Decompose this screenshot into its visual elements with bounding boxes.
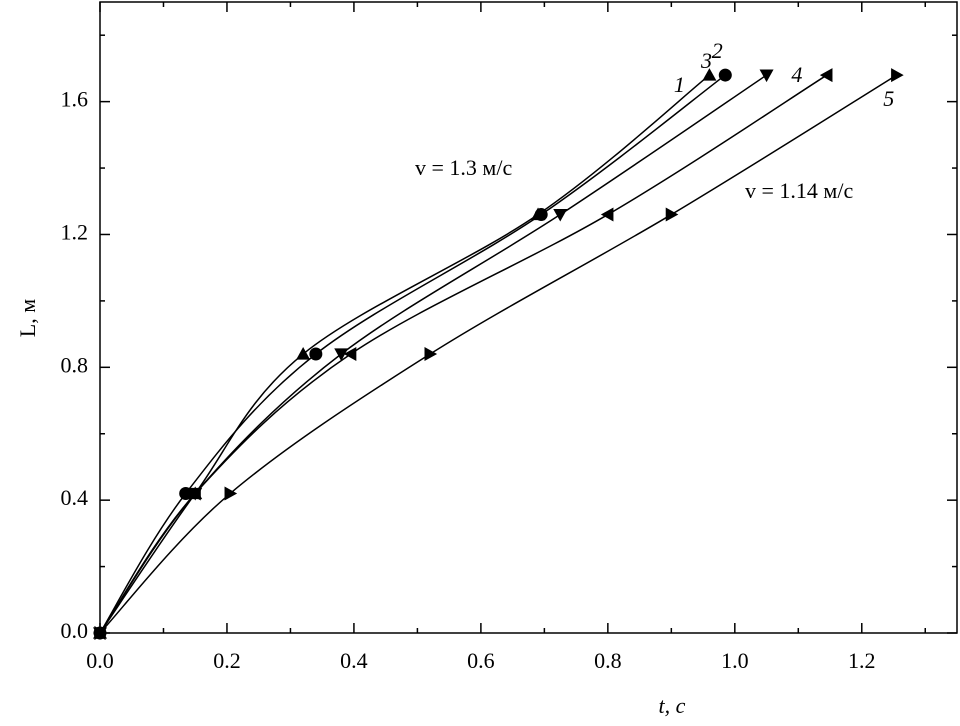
series-label: 2 (712, 38, 723, 63)
plot-frame (99, 1, 958, 634)
annotation: v = 1.3 м/с (415, 155, 512, 180)
x-tick-label: 0.2 (213, 648, 241, 673)
marker (665, 207, 679, 222)
x-axis-label: t, с (659, 693, 686, 718)
series-label: 1 (674, 72, 685, 97)
x-tick-label: 0.6 (467, 648, 495, 673)
marker (718, 68, 732, 82)
marker (334, 348, 349, 362)
series-line (99, 74, 710, 634)
y-tick-label: 0.0 (61, 618, 89, 643)
series-label: 3 (700, 48, 712, 73)
marker (309, 347, 323, 361)
series-line (99, 74, 726, 634)
marker (600, 207, 614, 222)
y-tick-label: 1.2 (61, 220, 89, 245)
marker (891, 68, 904, 83)
marker (553, 208, 568, 222)
y-tick-label: 0.8 (61, 352, 89, 377)
marker (296, 347, 311, 360)
x-tick-label: 0.4 (340, 648, 368, 673)
marker (224, 486, 238, 501)
marker (759, 69, 774, 83)
y-tick-label: 0.4 (61, 485, 89, 510)
marker (702, 68, 717, 81)
x-tick-label: 0.8 (594, 648, 622, 673)
marker (819, 68, 833, 83)
marker (94, 626, 107, 640)
annotation: v = 1.14 м/с (745, 178, 853, 203)
y-tick-label: 1.6 (61, 87, 89, 112)
series-line (99, 74, 898, 634)
x-tick-label: 1.0 (721, 648, 749, 673)
marker (179, 487, 193, 501)
series-label: 4 (791, 62, 802, 87)
marker (343, 347, 357, 362)
series-label: 5 (883, 86, 894, 111)
x-tick-label: 1.2 (848, 648, 876, 673)
series-line (99, 74, 828, 634)
x-tick-label: 0.0 (86, 648, 114, 673)
y-axis-label: L, м (15, 299, 40, 337)
marker (534, 208, 548, 222)
marker (188, 486, 201, 501)
marker (424, 347, 438, 362)
